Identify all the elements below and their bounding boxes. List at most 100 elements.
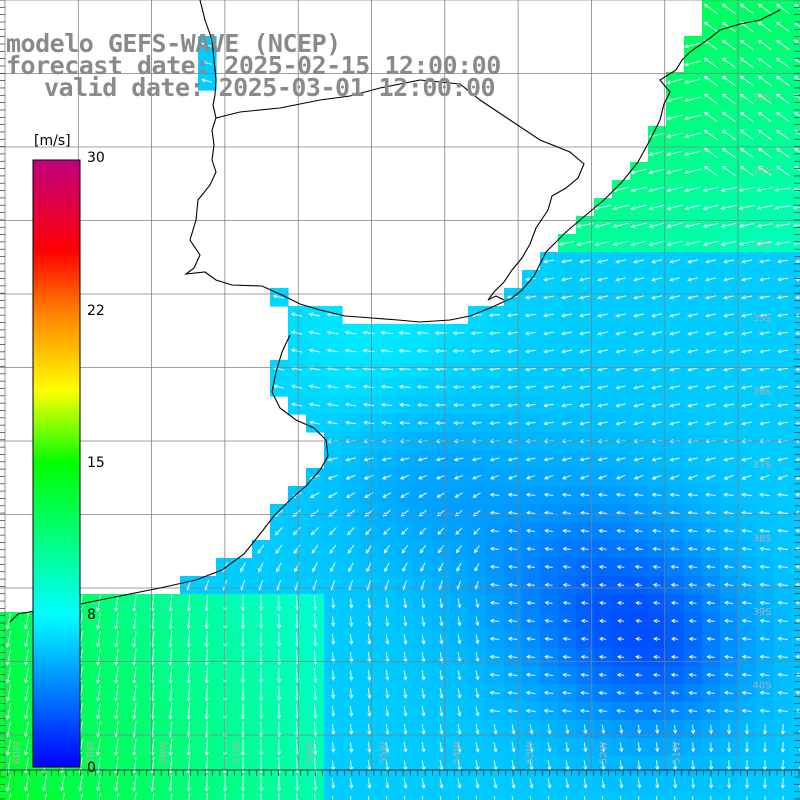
wind-arrow [597,349,609,354]
wind-arrow [327,457,338,462]
wind-arrow [470,349,483,354]
wind-arrow [385,616,390,627]
wind-arrow [741,528,752,533]
wind-arrow [204,667,209,684]
wind-arrow [525,510,536,515]
wind-arrow [741,403,753,408]
wind-arrow [619,796,622,800]
wind-arrow [403,669,408,681]
wind-arrow [723,510,734,515]
wind-arrow [489,618,500,623]
wind-arrow [744,742,750,753]
wind-arrow [453,420,464,426]
wind-arrow [709,742,714,753]
wind-arrow [633,385,644,390]
wind-arrow [470,367,483,372]
wind-arrow [666,114,683,121]
wind-arrow [615,259,627,264]
wind-arrow [308,420,321,425]
wind-arrow [439,616,444,627]
wind-arrow [380,348,393,353]
wind-arrow [777,457,789,462]
wind-arrow [23,631,30,648]
wind-arrow [684,78,701,85]
wind-arrow [670,618,679,624]
wind-arrow [453,402,464,408]
wind-arrow [347,527,355,536]
wind-arrow [5,685,12,702]
wind-arrow [421,705,426,717]
wind-arrow [651,385,662,390]
wind-arrow [416,384,429,390]
wind-arrow [616,564,625,570]
wind-arrow [274,527,283,536]
wind-arrow [635,600,643,606]
wind-arrow [313,614,318,629]
wind-arrow [723,564,734,569]
lon-label: 52W [598,741,609,764]
wind-arrow [349,705,354,717]
wind-arrow [132,595,137,612]
wind-arrow [775,147,790,158]
wind-arrow [489,457,500,462]
wind-arrow [385,723,390,735]
wind-arrow [705,474,716,480]
wind-arrow [204,738,209,756]
wind-arrow [489,421,500,426]
wind-arrow [741,564,752,569]
wind-arrow [615,277,627,282]
wind-arrow [380,402,393,407]
wind-arrow [258,595,264,612]
wind-arrow [666,222,683,229]
wind-arrow [616,546,625,551]
wind-arrow [331,723,336,736]
wind-arrow [416,348,429,353]
wind-arrow [96,703,101,720]
wind-arrow [524,295,537,300]
wind-arrow [293,544,301,554]
wind-arrow [308,312,321,317]
wind-arrow [583,796,586,800]
wind-arrow [634,528,643,533]
wind-arrow [637,724,642,735]
wind-arrow [385,687,390,699]
wind-arrow [96,649,101,666]
wind-arrow [670,582,679,587]
wind-arrow [362,348,375,353]
wind-arrow [598,564,607,570]
wind-arrow [330,562,336,573]
wind-arrow [507,421,518,426]
wind-arrow [346,492,356,498]
speed-cell [288,792,307,800]
wind-arrow [547,724,552,735]
wind-arrow [507,367,519,372]
wind-arrow [186,613,191,630]
wind-arrow [457,688,462,699]
wind-arrow [399,457,410,462]
wind-arrow [615,349,627,354]
wind-arrow [96,667,101,684]
wind-arrow [598,510,608,515]
wind-arrow [561,457,572,462]
wind-arrow [579,492,590,497]
wind-arrow [493,777,498,789]
wind-arrow [688,672,697,677]
wind-arrow [687,277,699,282]
wind-arrow [723,403,735,408]
wind-arrow [206,792,208,800]
wind-arrow [543,708,554,713]
wind-arrow [688,636,697,642]
wind-arrow [688,708,698,713]
wind-arrow [168,666,173,684]
speed-cell [792,774,800,793]
wind-arrow [471,403,482,408]
wind-arrow [759,618,770,623]
wind-arrow [507,457,518,462]
wind-arrow [186,774,191,792]
speed-cell [90,792,109,800]
speed-cell [648,792,667,800]
wind-arrow [562,582,571,588]
wind-arrow [277,631,282,648]
wind-arrow [525,708,536,713]
wind-arrow [543,295,555,300]
